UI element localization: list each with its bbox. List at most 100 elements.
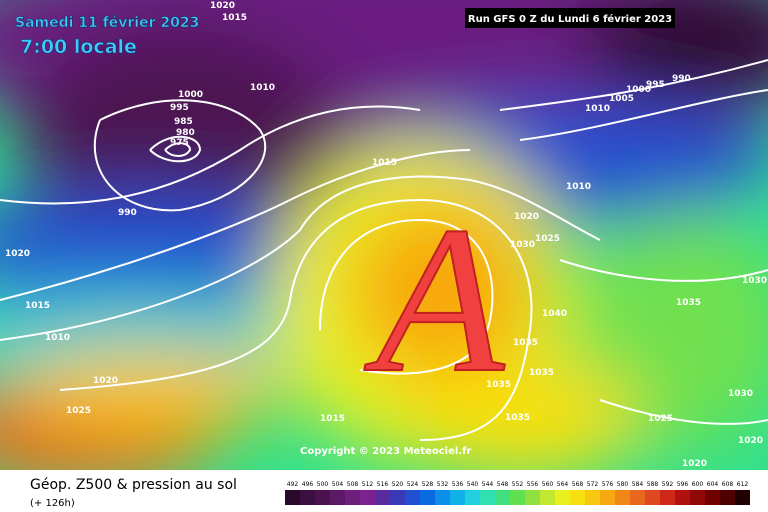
colorbar-swatch [645, 490, 660, 505]
colorbar-label: 600 [692, 481, 704, 488]
colorbar-label: 556 [527, 481, 539, 488]
colorbar-label: 548 [497, 481, 509, 488]
colorbar-swatch [420, 490, 435, 505]
colorbar-swatch [465, 490, 480, 505]
colorbar-swatch [585, 490, 600, 505]
colorbar-label: 552 [512, 481, 524, 488]
product-title: Géop. Z500 & pression au sol [30, 477, 237, 493]
colorbar-label: 544 [482, 481, 494, 488]
colorbar-label: 508 [347, 481, 359, 488]
isobar-label: 995 [170, 103, 189, 113]
colorbar-swatch [555, 490, 570, 505]
colorbar-label: 612 [737, 481, 749, 488]
colorbar-swatch [435, 490, 450, 505]
colorbar-label: 592 [662, 481, 674, 488]
isobar-label: 1020 [682, 459, 707, 469]
isobar-label: 985 [174, 117, 193, 127]
isobar-label: 1010 [566, 182, 591, 192]
colorbar-swatch [480, 490, 495, 505]
isobar-label: 1015 [222, 13, 247, 23]
run-info: Run GFS 0 Z du Lundi 6 février 2023 [468, 13, 672, 25]
colorbar-label: 504 [332, 481, 344, 488]
colorbar-label: 516 [377, 481, 389, 488]
colorbar-label: 492 [287, 481, 299, 488]
isobar-label: 990 [118, 208, 137, 218]
isobar-label: 1035 [676, 298, 701, 308]
isobar-label: 1015 [25, 301, 50, 311]
colorbar-label: 608 [722, 481, 734, 488]
isobar-label: 1035 [486, 380, 511, 390]
valid-date: Samedi 11 février 2023 [15, 15, 199, 31]
colorbar-swatch [660, 490, 675, 505]
isobar-label: 1030 [728, 389, 753, 399]
colorbar-swatch [630, 490, 645, 505]
isobar-label: 1020 [210, 1, 235, 11]
isobars [0, 59, 768, 441]
isobar-label: 995 [646, 80, 665, 90]
isobar-label: 1010 [585, 104, 610, 114]
isobar-label: 1015 [372, 158, 397, 168]
colorbar-label: 588 [647, 481, 659, 488]
isobar-label: 1020 [93, 376, 118, 386]
isobar-label: 1025 [66, 406, 91, 416]
isobar-label: 1000 [626, 85, 651, 95]
colorbar-swatch [720, 490, 735, 505]
colorbar-swatch [570, 490, 585, 505]
isobar-label: 1025 [535, 234, 560, 244]
colorbar-swatch [390, 490, 405, 505]
colorbar-swatch [615, 490, 630, 505]
isobar-label: 1020 [5, 249, 30, 259]
isobar-label: 1035 [529, 368, 554, 378]
colorbar-label: 604 [707, 481, 719, 488]
colorbar-swatch [345, 490, 360, 505]
colorbar-label: 576 [602, 481, 614, 488]
colorbar-swatch [675, 490, 690, 505]
colorbar-swatch [375, 490, 390, 505]
map-field [0, 0, 768, 470]
isobar-label: 1030 [510, 240, 535, 250]
lead-time: (+ 126h) [30, 498, 75, 509]
colorbar-swatch [540, 490, 555, 505]
colorbar-label: 536 [452, 481, 464, 488]
colorbar-swatch [600, 490, 615, 505]
isobar-label: 980 [176, 128, 195, 138]
colorbar-label: 540 [467, 481, 479, 488]
isobar-label: 1010 [250, 83, 275, 93]
colorbar-swatch [690, 490, 705, 505]
isobar-label: 1000 [178, 90, 203, 100]
high-pressure-symbol: A [364, 184, 505, 416]
copyright: Copyright © 2023 Meteociel.fr [300, 446, 471, 457]
isobar-label: 975 [170, 138, 189, 148]
colorbar-label: 560 [542, 481, 554, 488]
colorbar-label: 564 [557, 481, 569, 488]
isobar-label: 990 [672, 74, 691, 84]
colorbar-swatch [330, 490, 345, 505]
colorbar-label: 584 [632, 481, 644, 488]
colorbar-label: 500 [317, 481, 329, 488]
isobar-label: 1020 [514, 212, 539, 222]
colorbar-swatch [510, 490, 525, 505]
colorbar-label: 568 [572, 481, 584, 488]
isobar-label: 1015 [320, 414, 345, 424]
isobar-label: 1010 [45, 333, 70, 343]
colorbar-swatch [300, 490, 315, 505]
colorbar-label: 528 [422, 481, 434, 488]
colorbar-label: 512 [362, 481, 374, 488]
run-box [465, 8, 675, 28]
colorbar-swatch [360, 490, 375, 505]
colorbar-swatch [405, 490, 420, 505]
colorbar-swatch [450, 490, 465, 505]
colorbar-swatch [495, 490, 510, 505]
colorbar-label: 524 [407, 481, 419, 488]
colorbar-label: 496 [302, 481, 314, 488]
colorbar-swatch [705, 490, 720, 505]
colorbar-label: 572 [587, 481, 599, 488]
colorbar-swatch [525, 490, 540, 505]
colorbar-swatch [735, 490, 750, 505]
isobar-label: 1040 [542, 309, 567, 319]
valid-time: 7:00 locale [20, 36, 137, 58]
isobar-label: 1035 [513, 338, 538, 348]
isobar-label: 1035 [505, 413, 530, 423]
colorbar-label: 520 [392, 481, 404, 488]
